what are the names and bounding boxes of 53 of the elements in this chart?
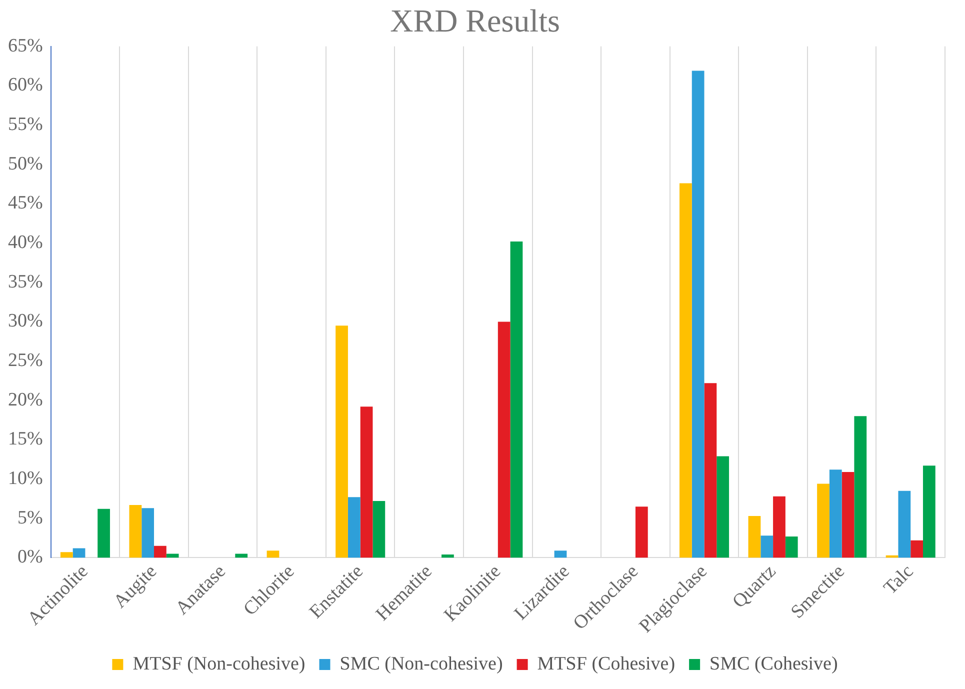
legend-label: MTSF (Cohesive) bbox=[537, 653, 676, 674]
bar bbox=[704, 383, 717, 558]
bar bbox=[142, 508, 154, 558]
bar bbox=[60, 552, 73, 558]
x-tick-label: Talc bbox=[880, 560, 918, 599]
y-tick-label: 40% bbox=[8, 232, 43, 254]
bar bbox=[498, 322, 510, 558]
y-tick-label: 45% bbox=[8, 192, 43, 214]
bar bbox=[842, 472, 854, 558]
bar bbox=[692, 70, 704, 558]
bar bbox=[554, 550, 567, 558]
bar bbox=[785, 536, 798, 558]
y-tick-label: 35% bbox=[8, 271, 43, 292]
bar bbox=[898, 490, 911, 558]
legend-label: SMC (Non-cohesive) bbox=[340, 653, 503, 674]
y-tick-label: 15% bbox=[8, 428, 43, 450]
y-tick-label: 5% bbox=[18, 507, 43, 528]
bar bbox=[817, 484, 830, 558]
bar bbox=[442, 554, 454, 558]
y-tick-label: 50% bbox=[8, 153, 43, 174]
bar bbox=[72, 548, 86, 558]
bar bbox=[910, 540, 923, 558]
bar bbox=[748, 516, 761, 558]
bar bbox=[98, 508, 110, 558]
bar bbox=[129, 504, 142, 558]
chart-title: XRD Results bbox=[390, 2, 560, 39]
bar bbox=[829, 470, 842, 558]
y-tick-label: 20% bbox=[8, 389, 43, 410]
bar bbox=[510, 241, 523, 558]
y-tick-label: 60% bbox=[8, 74, 43, 96]
bar bbox=[635, 506, 648, 558]
legend-label: SMC (Cohesive) bbox=[710, 653, 838, 674]
bar bbox=[922, 466, 936, 558]
bar bbox=[336, 326, 348, 558]
bar bbox=[348, 497, 360, 558]
bar bbox=[266, 550, 280, 558]
bar bbox=[773, 496, 786, 558]
y-tick-label: 55% bbox=[8, 114, 43, 136]
y-tick-label: 65% bbox=[8, 35, 43, 56]
bar bbox=[680, 183, 692, 558]
y-tick-label: 25% bbox=[8, 350, 43, 372]
y-tick-label: 0% bbox=[18, 546, 43, 568]
bar bbox=[166, 554, 179, 558]
y-tick-label: 30% bbox=[8, 310, 43, 332]
bar bbox=[372, 501, 386, 558]
legend-label: MTSF (Non-cohesive) bbox=[132, 653, 306, 674]
y-tick-label: 10% bbox=[8, 468, 43, 490]
bar bbox=[760, 536, 774, 558]
bar bbox=[360, 406, 373, 558]
bar bbox=[154, 546, 166, 558]
bar bbox=[854, 416, 867, 558]
bar bbox=[235, 554, 248, 558]
bar bbox=[716, 456, 730, 558]
